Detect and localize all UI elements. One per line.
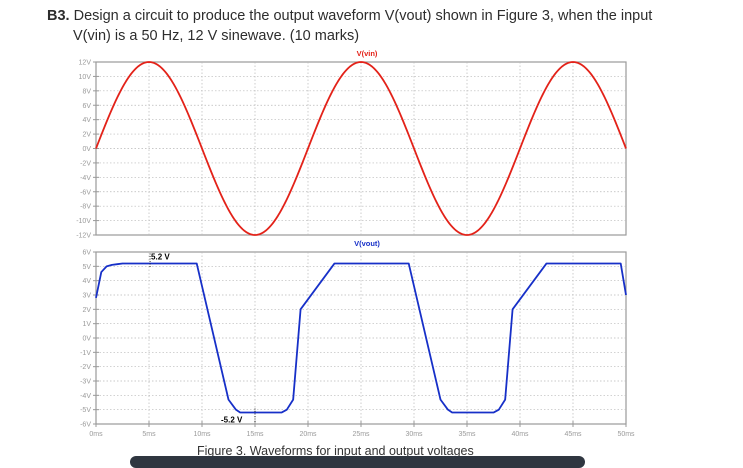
annotation-high: 5.2 V: [151, 252, 170, 261]
vin-panel: 12V 10V 8V 6V 4V 2V 0V -2V -4V -6V -8V -10V -12V V(vi…: [76, 50, 627, 240]
y-tick-label: 2V: [82, 307, 91, 314]
x-tick-label: 45ms: [564, 431, 582, 438]
x-tick-label: 10ms: [193, 431, 211, 438]
y-tick-label: -6V: [80, 189, 91, 196]
figure-caption: Figure 3. Waveforms for input and output…: [197, 444, 474, 458]
y-tick-label: 6V: [82, 250, 91, 257]
y-tick-label: 3V: [82, 293, 91, 300]
series-title: V(vout): [354, 239, 380, 248]
x-tick-label: 25ms: [352, 431, 370, 438]
waveform-figure: 12V 10V 8V 6V 4V 2V 0V -2V -4V -6V -8V -10V -12V V(vi…: [45, 50, 685, 440]
series-title: V(vin): [357, 50, 378, 58]
x-tick-label: 35ms: [458, 431, 476, 438]
x-tick-label: 20ms: [299, 431, 317, 438]
y-tick-label: 12V: [79, 60, 92, 67]
y-tick-label: -4V: [80, 175, 91, 182]
y-tick-label: 0V: [82, 336, 91, 343]
y-tick-label: -10V: [76, 218, 91, 225]
y-tick-label: 4V: [82, 117, 91, 124]
question-text: B3. Design a circuit to produce the outp…: [47, 6, 727, 46]
y-tick-label: -2V: [80, 160, 91, 167]
y-tick-label: -5V: [80, 407, 91, 414]
y-tick-label: -1V: [80, 350, 91, 357]
x-tick-label: 15ms: [246, 431, 264, 438]
y-tick-label: -3V: [80, 379, 91, 386]
scroll-overlay-bar[interactable]: [130, 456, 585, 468]
y-tick-label: 10V: [79, 74, 92, 81]
y-tick-label: -12V: [76, 233, 91, 240]
y-tick-label: -8V: [80, 204, 91, 211]
series-line: [95, 262, 627, 414]
x-tick-label: 30ms: [405, 431, 423, 438]
question-line-1: Design a circuit to produce the output w…: [73, 8, 653, 24]
y-tick-label: 5V: [82, 264, 91, 271]
vout-panel: 6V 5V 4V 3V 2V 1V 0V -1V -2V -3V -4V -5V -6V 0ms 5ms 10…: [80, 239, 635, 438]
series-line: [95, 61, 627, 236]
y-tick-label: 4V: [82, 278, 91, 285]
y-tick-label: 6V: [82, 103, 91, 110]
y-tick-label: 2V: [82, 132, 91, 139]
y-tick-label: -2V: [80, 364, 91, 371]
y-tick-label: 1V: [82, 321, 91, 328]
x-tick-label: 5ms: [142, 431, 156, 438]
y-tick-label: 0V: [82, 146, 91, 153]
x-tick-label: 0ms: [89, 431, 103, 438]
x-tick-label: 40ms: [511, 431, 529, 438]
annotation-low: -5.2 V: [221, 416, 243, 425]
question-number: B3.: [47, 8, 70, 24]
waveform-chart-svg: 12V 10V 8V 6V 4V 2V 0V -2V -4V -6V -8V -10V -12V V(vi…: [76, 50, 635, 438]
x-tick-label: 50ms: [617, 431, 635, 438]
y-tick-label: -6V: [80, 422, 91, 429]
y-tick-label: -4V: [80, 393, 91, 400]
y-tick-label: 8V: [82, 88, 91, 95]
question-line-2: V(vin) is a 50 Hz, 12 V sinewave. (10 ma…: [73, 28, 360, 44]
